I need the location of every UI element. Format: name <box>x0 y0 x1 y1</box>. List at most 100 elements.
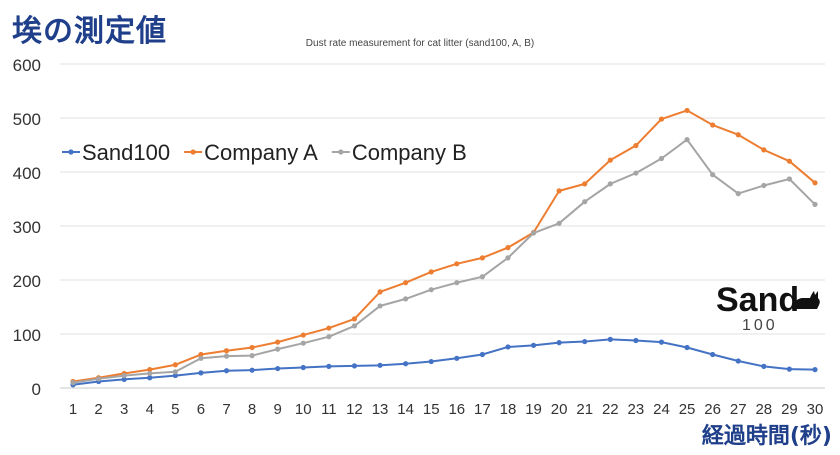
data-point <box>684 137 690 143</box>
x-tick-label: 16 <box>448 401 465 418</box>
y-tick-label: 400 <box>13 164 41 183</box>
data-point <box>735 358 741 364</box>
data-point <box>351 316 358 322</box>
data-point <box>505 245 511 251</box>
data-point <box>147 367 153 373</box>
y-tick-label: 0 <box>32 380 41 399</box>
data-point <box>761 182 767 189</box>
data-point <box>786 366 793 372</box>
data-point <box>121 372 127 379</box>
legend-marker <box>190 149 196 155</box>
data-point <box>633 337 639 344</box>
data-point <box>812 201 818 207</box>
data-point <box>223 348 230 354</box>
data-point <box>147 370 153 377</box>
cat-icon <box>792 291 820 309</box>
data-point <box>735 132 741 138</box>
data-point <box>275 346 281 352</box>
data-point <box>326 325 332 331</box>
x-tick-label: 27 <box>730 401 747 418</box>
x-tick-label: 17 <box>474 401 491 418</box>
data-point <box>479 255 485 261</box>
x-tick-label: 7 <box>222 401 230 418</box>
data-point <box>556 220 562 226</box>
data-point <box>198 355 204 361</box>
data-point <box>351 363 358 369</box>
x-tick-label: 3 <box>120 401 128 418</box>
data-point <box>786 176 793 182</box>
data-point <box>735 191 741 197</box>
data-point <box>684 344 690 351</box>
data-point <box>300 364 306 371</box>
x-tick-label: 20 <box>551 401 568 418</box>
page-title: 埃の測定値 <box>12 14 167 49</box>
data-point <box>249 367 255 373</box>
x-tick-label: 6 <box>197 401 205 418</box>
y-tick-label: 600 <box>13 56 41 75</box>
data-point <box>95 376 102 382</box>
data-point <box>147 375 153 381</box>
x-tick-label: 12 <box>346 401 363 418</box>
data-point <box>633 170 639 176</box>
series-line-sand100 <box>72 338 816 386</box>
legend-marker <box>338 149 344 155</box>
data-point <box>326 363 332 369</box>
data-point <box>582 338 588 345</box>
data-point <box>454 261 460 267</box>
data-point <box>249 353 255 359</box>
x-tick-label: 23 <box>628 401 645 418</box>
data-point <box>812 180 818 186</box>
data-point <box>172 362 178 368</box>
chart-title: Dust rate measurement for cat litter (sa… <box>305 38 535 49</box>
x-tick-label: 8 <box>248 401 256 418</box>
data-point <box>761 363 767 369</box>
data-point <box>300 340 306 346</box>
y-tick-label: 300 <box>13 218 41 237</box>
legend-label: Sand100 <box>82 140 170 165</box>
data-point <box>275 339 281 345</box>
x-tick-label: 21 <box>576 401 593 418</box>
data-point <box>403 280 409 286</box>
x-tick-label: 11 <box>321 401 337 418</box>
data-point <box>275 365 281 372</box>
x-tick-label: 30 <box>807 401 824 418</box>
x-tick-label: 19 <box>525 401 542 418</box>
data-point <box>326 334 332 340</box>
x-tick-label: 26 <box>704 401 721 418</box>
x-tick-label: 24 <box>653 401 670 418</box>
data-point <box>300 332 306 338</box>
logo-subtext: 100 <box>742 317 778 334</box>
y-tick-label: 100 <box>13 326 41 345</box>
data-point <box>428 358 434 365</box>
y-tick-label: 200 <box>13 272 41 291</box>
data-point <box>582 199 588 205</box>
x-tick-label: 9 <box>274 401 282 418</box>
data-point <box>684 107 690 114</box>
data-point <box>710 172 716 178</box>
legend-marker <box>68 149 74 155</box>
legend-label: Company A <box>204 140 318 165</box>
data-point <box>223 368 230 374</box>
data-point <box>172 372 178 379</box>
logo-wordmark: Sand <box>716 281 800 319</box>
data-point <box>377 303 383 309</box>
legend-label: Company B <box>352 140 467 165</box>
data-point <box>582 181 588 187</box>
x-tick-label: 28 <box>755 401 772 418</box>
data-point <box>658 155 665 162</box>
x-tick-label: 18 <box>500 401 517 418</box>
series-line-company-a <box>72 109 816 383</box>
data-point <box>479 274 485 280</box>
x-tick-label: 13 <box>372 401 389 418</box>
x-tick-label: 25 <box>679 401 696 418</box>
data-point <box>198 351 204 358</box>
data-point <box>556 188 562 194</box>
data-point <box>505 255 511 261</box>
x-tick-label: 5 <box>171 401 179 418</box>
series-line-company-b <box>72 138 816 384</box>
data-point <box>249 344 255 351</box>
data-point <box>454 355 460 361</box>
x-tick-label: 1 <box>69 401 77 418</box>
data-point <box>454 280 460 286</box>
